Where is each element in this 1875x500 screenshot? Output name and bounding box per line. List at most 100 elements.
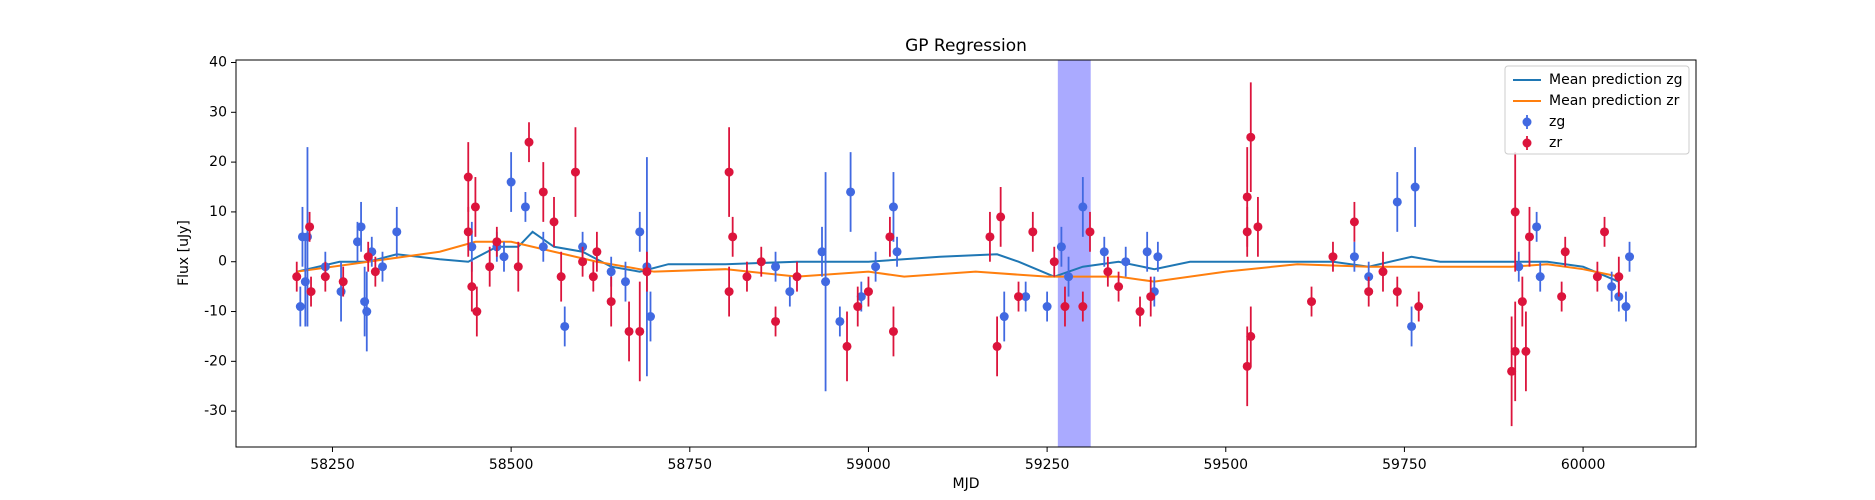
data-point	[1085, 227, 1095, 237]
data-point	[1414, 302, 1424, 312]
y-tick-label: -20	[204, 353, 227, 369]
plot-area	[292, 60, 1635, 447]
x-tick-label: 58750	[668, 457, 713, 473]
x-tick-label: 58250	[310, 457, 355, 473]
data-point	[856, 292, 866, 302]
data-point	[742, 272, 752, 282]
data-point	[1392, 287, 1402, 297]
data-point	[1064, 272, 1074, 282]
x-axis-label: MJD	[953, 476, 980, 492]
data-point	[570, 167, 580, 177]
data-point	[356, 222, 366, 232]
data-point	[1621, 302, 1631, 312]
data-point	[520, 202, 530, 212]
y-tick-label: -10	[204, 304, 227, 320]
data-point	[1242, 227, 1252, 237]
data-point	[1146, 292, 1156, 302]
data-point	[588, 272, 598, 282]
data-point	[472, 307, 482, 317]
mean-line	[296, 240, 1620, 283]
data-point	[1328, 252, 1338, 262]
data-point	[817, 247, 827, 257]
data-point	[378, 262, 388, 272]
y-tick-label: 20	[209, 154, 227, 170]
data-point	[506, 177, 516, 187]
data-point	[306, 287, 316, 297]
legend-marker	[1522, 138, 1532, 148]
data-point	[756, 257, 766, 267]
data-point	[338, 277, 348, 287]
y-tick-label: -30	[204, 403, 227, 419]
chart-title: GP Regression	[905, 36, 1027, 56]
data-point	[1099, 247, 1109, 257]
y-axis-label: Flux [uJy]	[176, 220, 192, 286]
data-point	[1349, 252, 1359, 262]
data-point	[792, 272, 802, 282]
data-point	[1028, 227, 1038, 237]
data-point	[467, 282, 477, 292]
data-point	[499, 252, 509, 262]
highlight-span	[1057, 60, 1091, 447]
data-point	[1056, 242, 1066, 252]
data-point	[1517, 297, 1527, 307]
data-point	[1364, 287, 1374, 297]
data-point	[360, 297, 370, 307]
data-point	[724, 167, 734, 177]
data-point	[1103, 267, 1113, 277]
data-point	[871, 262, 881, 272]
data-point	[821, 277, 831, 287]
data-point	[538, 187, 548, 197]
data-point	[888, 326, 898, 336]
data-point	[620, 277, 630, 287]
data-point	[305, 222, 315, 232]
data-point	[336, 287, 346, 297]
data-point	[467, 242, 477, 252]
data-point	[999, 312, 1009, 322]
data-point	[846, 187, 856, 197]
data-point	[1592, 272, 1602, 282]
data-point	[320, 272, 330, 282]
data-point	[1242, 192, 1252, 202]
y-tick-label: 0	[218, 254, 227, 270]
data-point	[295, 302, 305, 312]
data-point	[885, 232, 895, 242]
data-point	[463, 227, 473, 237]
data-point	[513, 262, 523, 272]
data-point	[1078, 302, 1088, 312]
data-point	[1521, 346, 1531, 356]
y-tick-label: 10	[209, 204, 227, 220]
y-tick-label: 40	[209, 54, 227, 70]
data-point	[1253, 222, 1263, 232]
data-point	[1607, 282, 1617, 292]
data-point	[985, 232, 995, 242]
data-point	[1042, 302, 1052, 312]
data-point	[592, 247, 602, 257]
data-point	[556, 272, 566, 282]
data-point	[1407, 321, 1417, 331]
data-point	[1560, 247, 1570, 257]
data-point	[470, 202, 480, 212]
data-point	[492, 237, 502, 247]
data-point	[1514, 262, 1524, 272]
data-point	[300, 277, 310, 287]
legend-label: Mean prediction zg	[1549, 72, 1683, 88]
data-point	[463, 172, 473, 182]
data-point	[1307, 297, 1317, 307]
data-point	[1614, 272, 1624, 282]
x-tick-label: 60000	[1561, 457, 1606, 473]
data-point	[642, 267, 652, 277]
data-point	[992, 341, 1002, 351]
data-point	[1014, 292, 1024, 302]
data-point	[1153, 252, 1163, 262]
data-point	[1114, 282, 1124, 292]
data-point	[485, 262, 495, 272]
data-point	[606, 267, 616, 277]
data-point	[578, 257, 588, 267]
data-point	[1507, 366, 1517, 376]
x-tick-label: 59500	[1203, 457, 1248, 473]
data-point	[292, 272, 302, 282]
data-point	[624, 326, 634, 336]
data-point	[853, 302, 863, 312]
data-point	[362, 307, 372, 317]
